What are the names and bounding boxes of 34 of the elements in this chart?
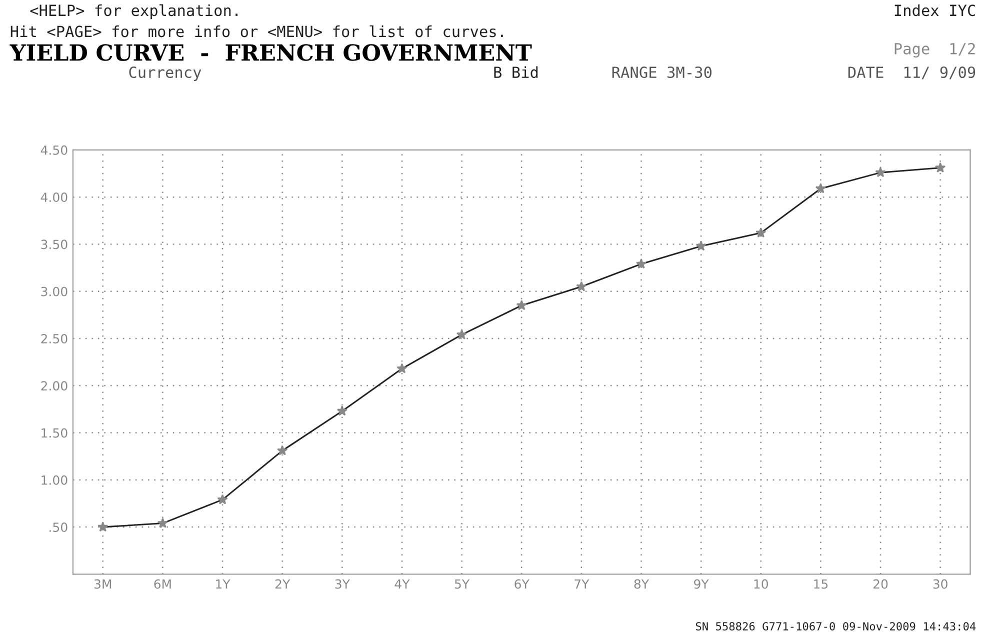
- text: DATE 11/ 9/09: [848, 66, 976, 80]
- x-tick-label: 8Y: [634, 579, 650, 589]
- text: Hit <PAGE> for more info or <MENU> for list of curves.: [10, 25, 503, 38]
- x-tick-label: 3Y: [335, 579, 350, 589]
- x-tick-label: 30: [933, 579, 948, 589]
- text: RANGE 3M-30: [612, 66, 712, 78]
- y-tick-label: 3.50: [41, 240, 68, 250]
- x-tick-label: 20: [873, 579, 888, 589]
- y-tick-label: .50: [50, 522, 68, 532]
- chart-title: YIELD CURVE - FRENCH GOVERNMENT: [10, 44, 532, 61]
- text: Currency: [129, 66, 202, 82]
- x-tick-label: 5Y: [454, 579, 470, 589]
- text: <HELP> for explanation.: [30, 4, 238, 20]
- text: SN 558826 G771-1067-0 09-Nov-2009 14:43:04: [696, 622, 976, 630]
- text: Index IYC: [894, 4, 975, 16]
- x-tick-label: 1Y: [216, 579, 230, 589]
- text: B Bid: [494, 66, 538, 78]
- y-tick-label: 2.00: [41, 381, 68, 391]
- y-tick-label: 2.50: [41, 334, 68, 344]
- x-tick-label: 6M: [154, 579, 171, 589]
- x-tick-label: 7Y: [574, 579, 590, 589]
- y-tick-label: 4.50: [40, 145, 68, 155]
- text: Page 1/2: [894, 42, 975, 58]
- x-tick-label: 2Y: [275, 579, 290, 589]
- x-tick-label: 9Y: [694, 579, 709, 589]
- y-tick-label: 4.00: [40, 192, 68, 202]
- y-tick-label: 3.00: [41, 286, 68, 296]
- x-tick-label: 15: [814, 579, 828, 589]
- x-tick-label: 6Y: [514, 579, 530, 589]
- y-tick-label: 1.00: [42, 475, 68, 485]
- y-tick-label: 1.50: [42, 428, 68, 438]
- x-tick-label: 3M: [94, 579, 112, 589]
- x-tick-label: 10: [754, 579, 768, 589]
- x-tick-label: 4Y: [394, 579, 410, 589]
